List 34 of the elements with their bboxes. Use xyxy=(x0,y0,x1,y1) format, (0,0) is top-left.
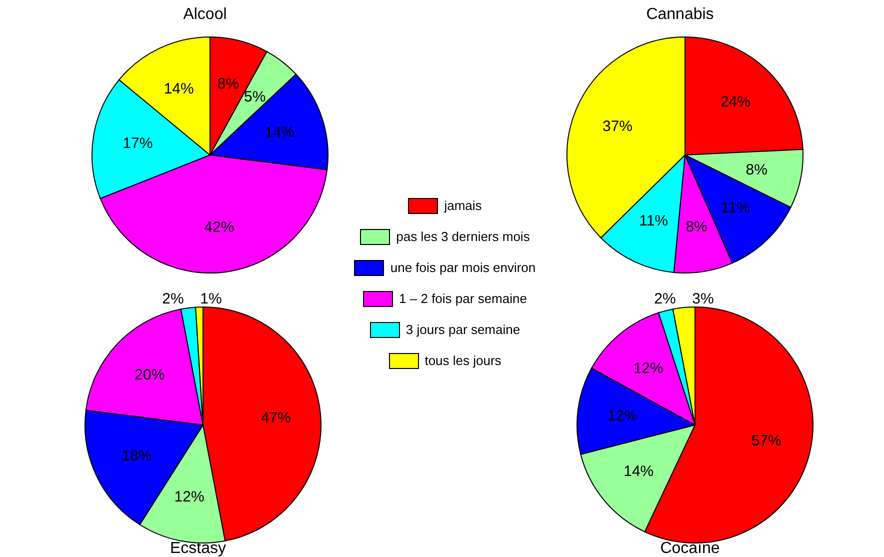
legend-label: une fois par mois environ xyxy=(390,260,536,275)
data-label: 11% xyxy=(721,199,750,216)
data-label: 42% xyxy=(204,219,234,236)
data-label: 12% xyxy=(633,360,664,378)
data-label: 24% xyxy=(720,94,750,111)
data-label: 2% xyxy=(654,290,676,308)
data-label: 2% xyxy=(162,290,184,308)
data-label: 37% xyxy=(602,118,633,136)
data-label: 8% xyxy=(217,76,240,93)
data-label: 11% xyxy=(639,212,668,230)
data-label: 8% xyxy=(746,161,768,178)
data-label: 20% xyxy=(134,366,165,384)
data-label: 18% xyxy=(122,448,152,465)
chart-title: Alcool xyxy=(182,6,228,24)
data-label: 47% xyxy=(260,410,291,427)
data-label: 14% xyxy=(264,124,295,141)
data-label: 14% xyxy=(164,80,194,98)
chart-title: Cannabis xyxy=(645,6,715,24)
data-label: 17% xyxy=(122,135,153,152)
data-label: 14% xyxy=(624,463,654,480)
data-label: 5% xyxy=(244,88,266,106)
data-label: 12% xyxy=(607,407,638,424)
data-label: 1% xyxy=(200,290,222,308)
data-label: 8% xyxy=(686,218,708,236)
legend-label: 3 jours par semaine xyxy=(406,322,520,337)
legend-label: 1 – 2 fois par semaine xyxy=(399,291,527,306)
data-label: 3% xyxy=(692,290,714,308)
legend-label: pas les 3 derniers mois xyxy=(396,229,530,244)
data-label: 12% xyxy=(174,488,204,506)
text: Ecstasy xyxy=(168,540,227,557)
legend-label: jamais xyxy=(444,198,482,213)
data-label: 57% xyxy=(751,432,782,450)
legend-label: tous les jours xyxy=(424,353,502,368)
text: Cocaïne xyxy=(659,540,721,557)
